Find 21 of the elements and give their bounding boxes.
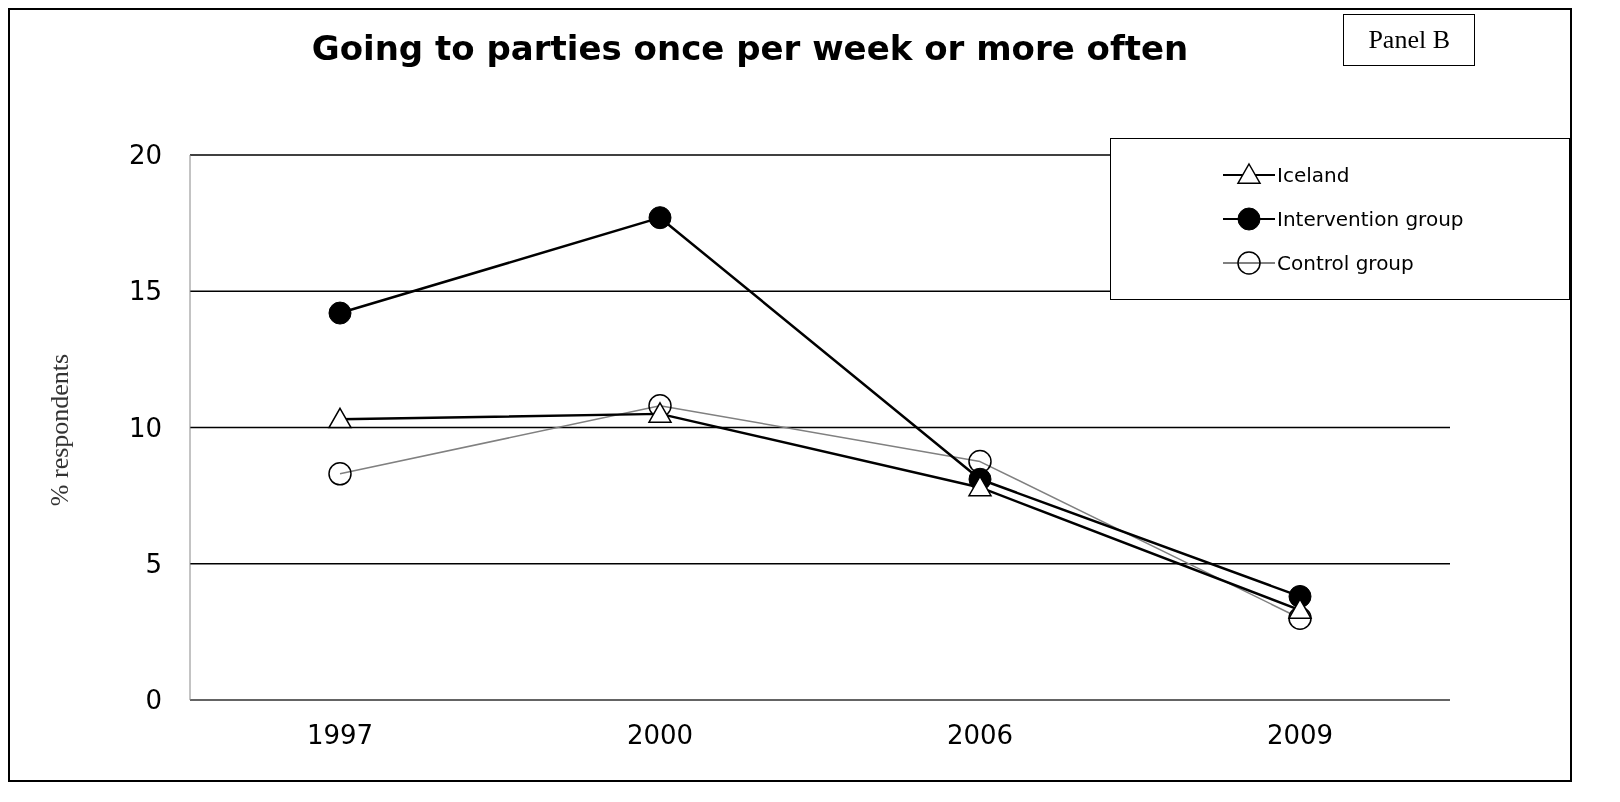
x-tick-label: 2009	[1266, 720, 1334, 751]
y-tick-label: 0	[145, 685, 162, 716]
legend-label: Intervention group	[1277, 207, 1464, 231]
legend-label: Iceland	[1277, 163, 1350, 187]
x-tick-label: 2006	[946, 720, 1014, 751]
chart-title: Going to parties once per week or more often	[311, 28, 1189, 68]
y-tick-label: 20	[128, 140, 162, 171]
y-axis-title: % respondents	[45, 353, 75, 507]
x-tick-label: 1997	[306, 720, 374, 751]
legend-label: Control group	[1277, 251, 1414, 275]
point	[648, 402, 672, 423]
point	[1288, 598, 1312, 620]
text: Panel B	[1343, 14, 1475, 66]
point	[968, 475, 992, 497]
point	[648, 206, 672, 230]
y-tick-label: 15	[128, 276, 162, 307]
x-tick-label: 2000	[626, 720, 694, 751]
point	[328, 301, 352, 325]
y-tick-label: 5	[145, 548, 162, 579]
point	[328, 407, 352, 429]
y-tick-label: 10	[128, 412, 162, 443]
